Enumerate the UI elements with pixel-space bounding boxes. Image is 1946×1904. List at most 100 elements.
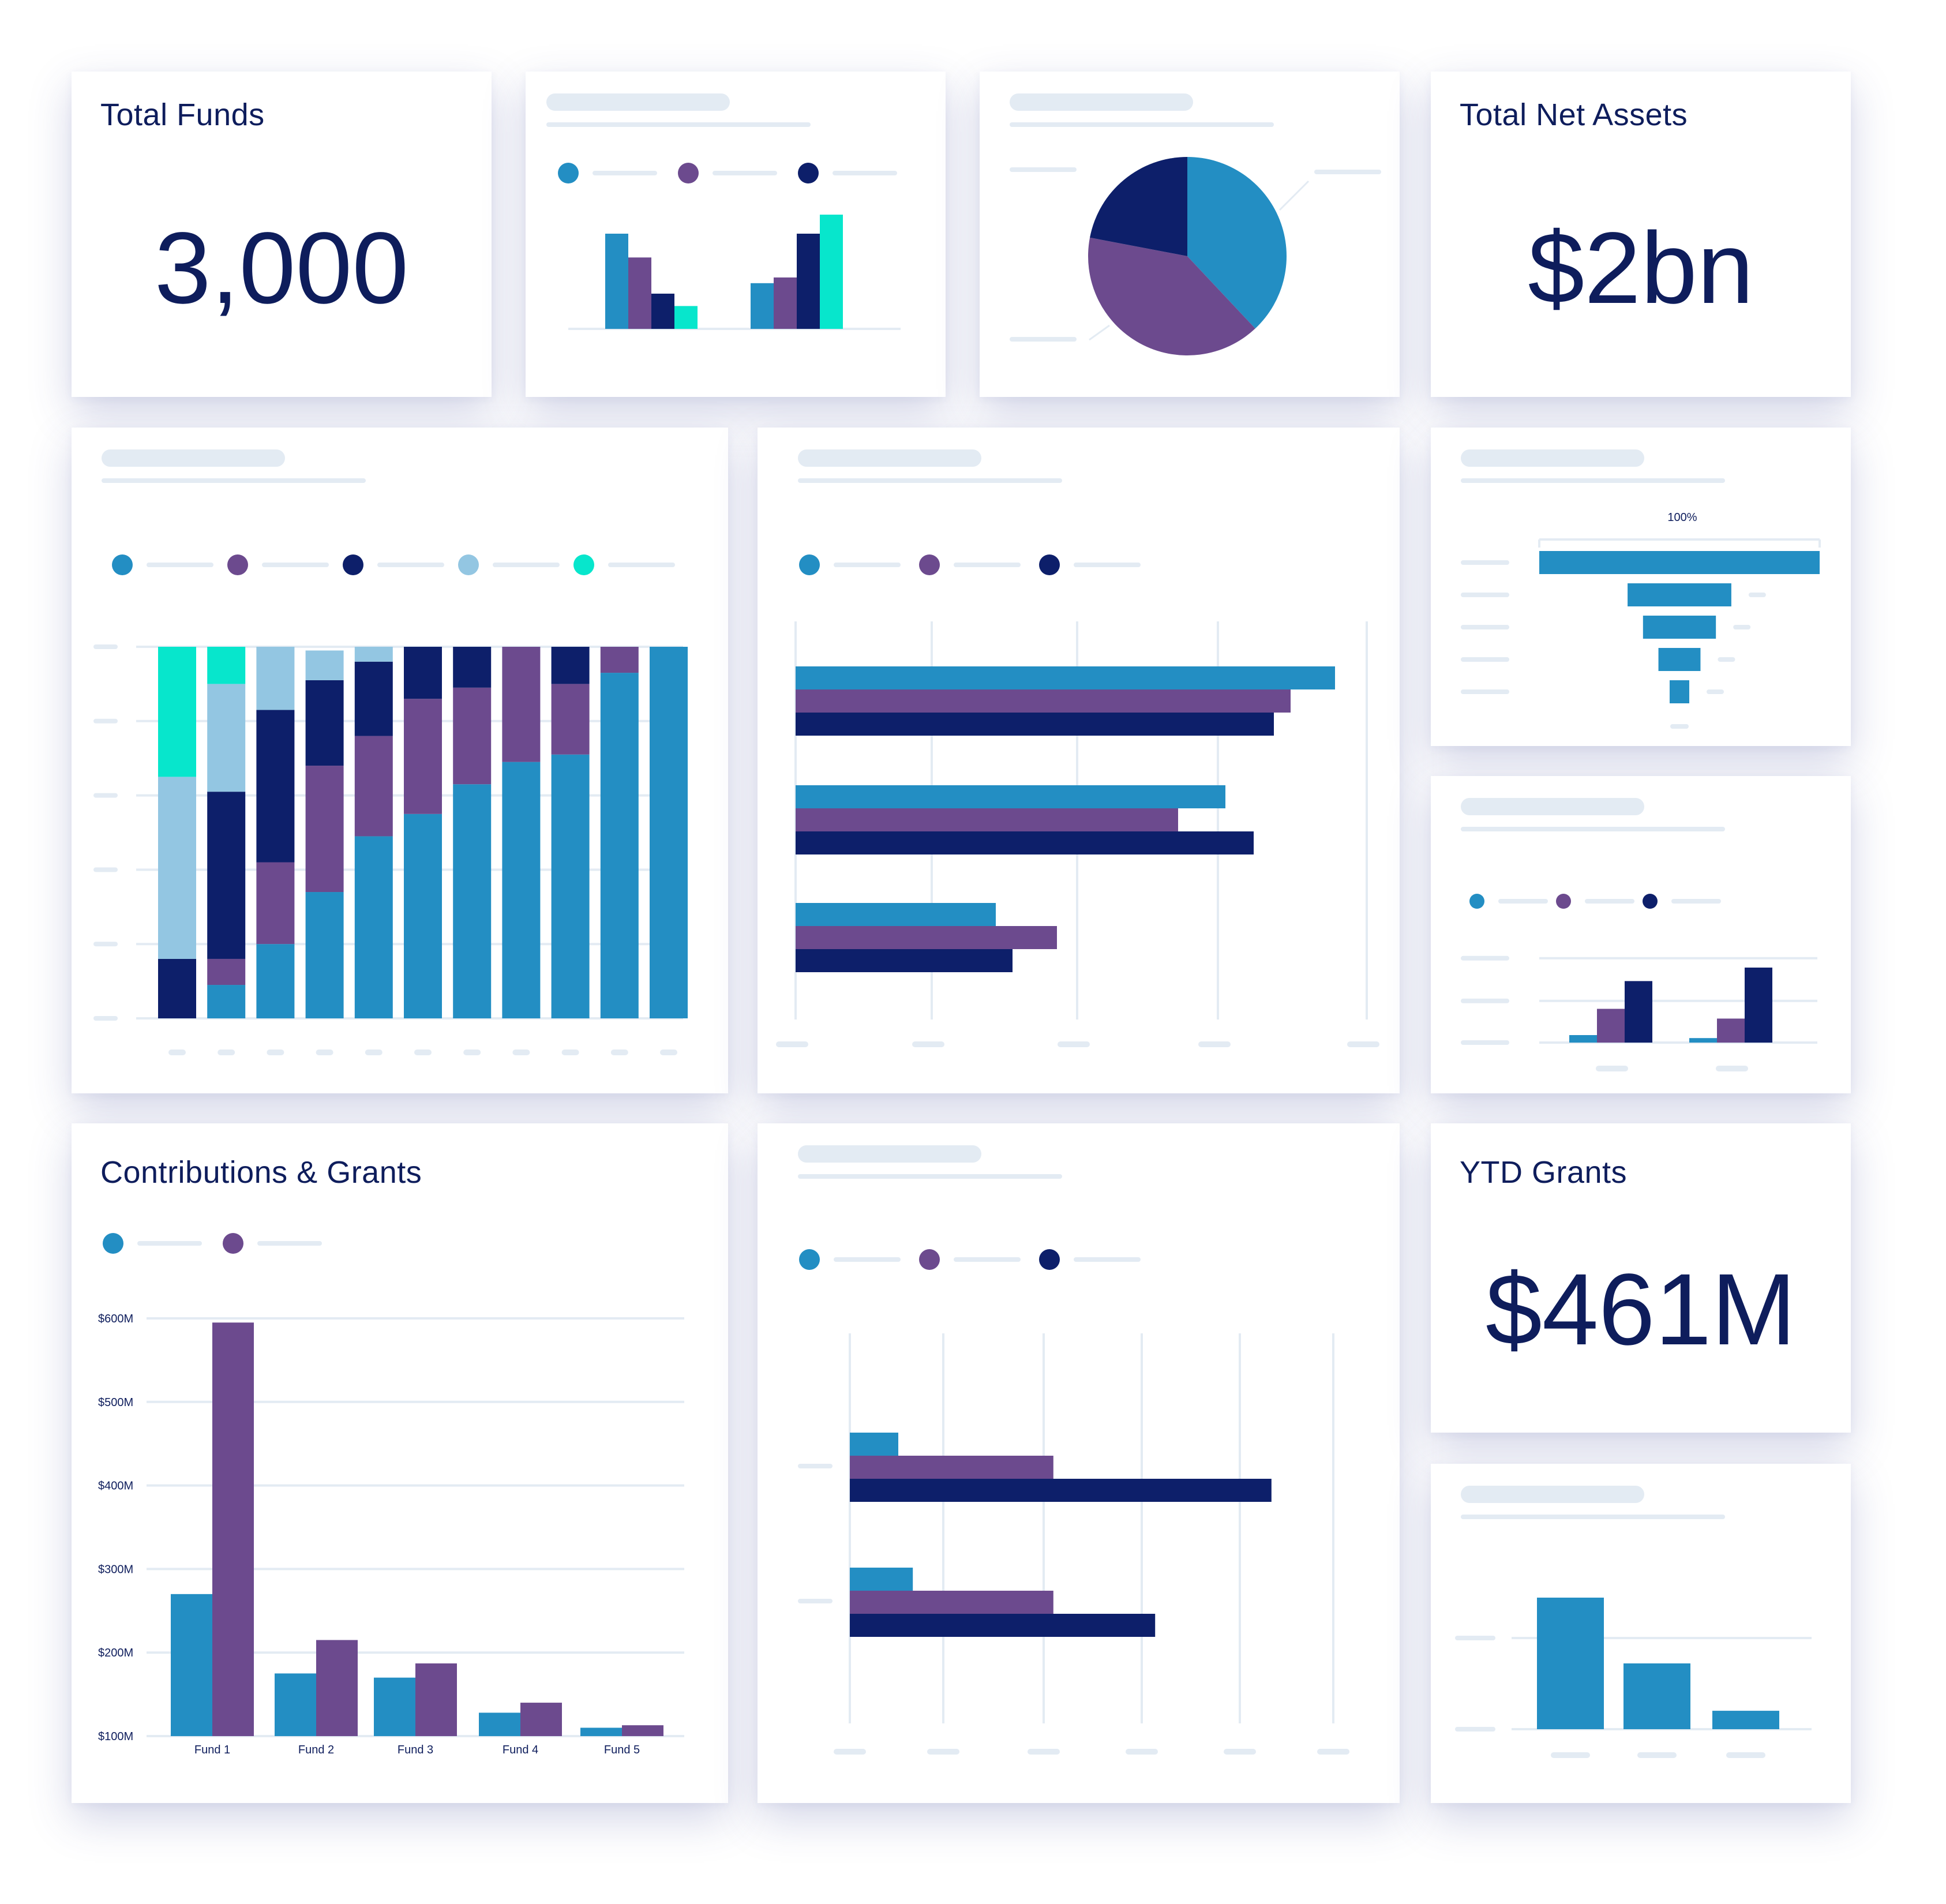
hbar1-bar xyxy=(796,903,996,926)
mini1-legend-label-1 xyxy=(593,171,657,175)
x-tick-label: Fund 3 xyxy=(398,1744,433,1756)
x-tick-placeholder xyxy=(414,1050,432,1055)
mini-grouped-bar-card xyxy=(526,72,946,397)
title-placeholder xyxy=(102,449,285,467)
contrib-bar xyxy=(275,1673,316,1736)
total-net-assets-card: Total Net Assets $2bn xyxy=(1431,72,1851,397)
stacked-segment xyxy=(502,647,541,762)
x-tick-placeholder xyxy=(1596,1066,1628,1071)
hbar1-bar xyxy=(796,785,1225,808)
hbar1-bar xyxy=(796,666,1335,689)
stacked-legend-dot-5 xyxy=(573,554,594,575)
stacked-legend-dot-4 xyxy=(458,554,479,575)
stacked-segment xyxy=(650,647,688,1018)
subtitle-placeholder xyxy=(1461,1515,1725,1519)
subtitle-placeholder xyxy=(798,478,1062,483)
funnel-bar xyxy=(1643,616,1716,639)
mini2-legend-label-2 xyxy=(1585,899,1634,904)
mini2-legend-dot-2 xyxy=(1556,894,1571,909)
x-tick-label: Fund 2 xyxy=(298,1744,334,1756)
y-tick-placeholder xyxy=(93,867,118,872)
title-placeholder xyxy=(1461,449,1644,467)
simple-bar xyxy=(1623,1663,1690,1729)
stacked-segment xyxy=(256,647,295,710)
x-tick-placeholder xyxy=(1224,1749,1256,1755)
x-tick-placeholder xyxy=(660,1050,677,1055)
contrib-bar xyxy=(212,1322,254,1736)
hbar2-legend-dot-1 xyxy=(799,1249,820,1270)
funnel-bar xyxy=(1658,648,1701,671)
ytd-grants-card: YTD Grants $461M xyxy=(1431,1123,1851,1433)
y-tick-placeholder xyxy=(798,1599,833,1603)
total-funds-value: 3,000 xyxy=(154,212,409,325)
contrib-legend-dot-1 xyxy=(103,1233,123,1254)
x-tick-placeholder xyxy=(561,1050,579,1055)
contrib-legend-label-1 xyxy=(137,1241,202,1246)
mini2-legend-dot-1 xyxy=(1469,894,1484,909)
horizontal-bar-card xyxy=(758,428,1400,1093)
stacked-legend-label-5 xyxy=(608,563,675,567)
hbar2-bar xyxy=(850,1591,1053,1614)
mini1-bar xyxy=(774,277,797,329)
pie-chart xyxy=(1010,93,1381,355)
stacked-segment xyxy=(453,784,492,1018)
hbar2-bar xyxy=(850,1456,1053,1479)
mini1-bar xyxy=(820,215,843,329)
stacked-segment xyxy=(502,762,541,1018)
funnel-card: 100% xyxy=(1431,428,1851,746)
mini-grouped-bar-chart xyxy=(546,93,901,330)
hbar1-bar xyxy=(796,926,1057,949)
hbar2-legend-dot-3 xyxy=(1039,1249,1060,1270)
pie-slice xyxy=(1187,157,1287,329)
total-net-assets-value: $2bn xyxy=(1528,212,1754,325)
simple-column-card xyxy=(1431,1464,1851,1803)
stacked-segment xyxy=(158,777,196,959)
stacked-legend-label-4 xyxy=(493,563,560,567)
x-tick-placeholder xyxy=(912,1041,944,1047)
x-tick-placeholder xyxy=(512,1050,530,1055)
y-tick-placeholder xyxy=(1461,955,1509,961)
stacked-segment xyxy=(305,650,344,680)
contrib-legend-dot-2 xyxy=(223,1233,243,1254)
x-tick-placeholder xyxy=(463,1050,481,1055)
contributions-grants-card: Contributions & Grants $100M $200M $300M $4… xyxy=(72,1123,728,1803)
stacked-segment xyxy=(207,684,246,792)
stacked-legend-label-3 xyxy=(377,563,444,567)
horizontal-bar-chart xyxy=(776,449,1379,1047)
contributions-grants-title: Contributions & Grants xyxy=(100,1155,422,1190)
stacked-column-card xyxy=(72,428,728,1093)
title-placeholder xyxy=(798,449,981,467)
contrib-bar xyxy=(415,1663,457,1736)
funnel-label xyxy=(1461,625,1509,629)
x-tick-placeholder xyxy=(610,1050,628,1055)
mini1-bar xyxy=(797,234,820,329)
contrib-bar xyxy=(374,1677,415,1736)
pie-leader-line xyxy=(1089,324,1110,341)
stacked-segment xyxy=(404,699,442,814)
x-tick-placeholder xyxy=(168,1050,186,1055)
mini1-bar xyxy=(751,283,774,329)
funnel-top-label: 100% xyxy=(1667,511,1697,524)
funnel-label xyxy=(1461,560,1509,565)
hbar1-bar xyxy=(796,949,1013,972)
x-tick-placeholder xyxy=(1726,1752,1765,1758)
x-tick-placeholder xyxy=(1551,1752,1590,1758)
x-tick-label: Fund 4 xyxy=(503,1744,538,1756)
contributions-grants-chart: $100M $200M $300M $400M $500M $600M Fund 1 Fund… xyxy=(98,1233,684,1756)
contrib-legend-label-2 xyxy=(257,1241,322,1246)
title-placeholder xyxy=(798,1145,981,1163)
mini1-bar xyxy=(628,257,651,329)
x-tick-placeholder xyxy=(1716,1066,1748,1071)
contrib-bar xyxy=(580,1727,622,1736)
funnel-bar xyxy=(1628,583,1731,606)
mini-grouped-column-chart xyxy=(1461,798,1817,1071)
contrib-bar xyxy=(171,1594,212,1736)
funnel-value-placeholder xyxy=(1733,625,1751,629)
mini2-bar xyxy=(1689,1038,1717,1043)
pie-label-left xyxy=(1010,167,1077,172)
y-tick-placeholder xyxy=(1461,1040,1509,1045)
y-tick-label: $500M xyxy=(98,1396,133,1409)
total-funds-title: Total Funds xyxy=(100,98,265,132)
stacked-legend-label-2 xyxy=(262,563,329,567)
hbar2-bar xyxy=(850,1568,913,1591)
